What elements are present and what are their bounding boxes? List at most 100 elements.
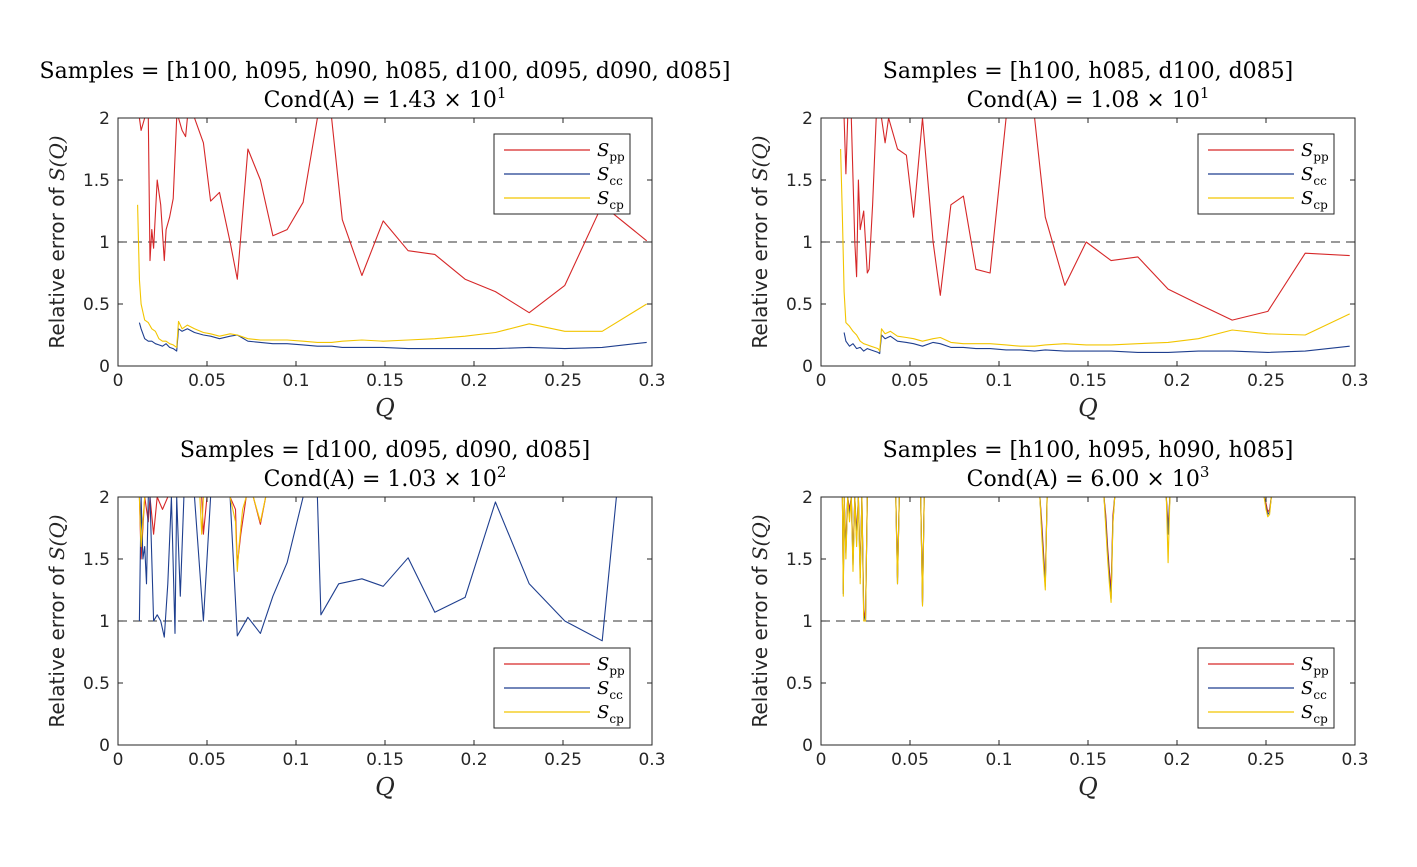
x-axis-label: Q: [1078, 773, 1098, 801]
series-group: [840, 118, 1350, 355]
x-tick-label: 0.3: [638, 750, 665, 770]
x-tick-label: 0.05: [188, 750, 226, 770]
y-tick-label: 0: [802, 357, 813, 377]
y-tick-label: 0.5: [786, 674, 813, 694]
legend-label-cp: Scp: [597, 188, 624, 212]
y-tick-label: 2: [802, 109, 813, 129]
y-tick-label: 0.5: [83, 674, 110, 694]
y-tick-label: 1: [99, 233, 110, 253]
chart-title: Samples = [d100, d095, d090, d085]: [180, 438, 590, 463]
x-tick-label: 0.1: [282, 371, 309, 391]
y-tick-label: 1: [99, 612, 110, 632]
series-group: [137, 118, 648, 352]
x-tick-label: 0.2: [460, 750, 487, 770]
y-axis-label: Relative error of S(Q): [748, 514, 772, 727]
chart-panel-3: Samples = [d100, d095, d090, d085]Cond(A…: [45, 438, 666, 801]
x-tick-label: 0.25: [1247, 371, 1285, 391]
series-line-cp: [137, 204, 647, 348]
x-tick-label: 0.15: [1069, 750, 1107, 770]
x-tick-label: 0.2: [1163, 750, 1190, 770]
y-tick-label: 0.5: [786, 295, 813, 315]
y-tick-label: 1.5: [83, 550, 110, 570]
series-group: [138, 497, 617, 642]
series-group: [841, 497, 1272, 622]
x-tick-label: 0.25: [1247, 750, 1285, 770]
legend-label-pp: Spp: [597, 654, 625, 678]
x-tick-label: 0.2: [460, 371, 487, 391]
x-tick-label: 0.25: [544, 750, 582, 770]
series-line-cc: [841, 497, 1272, 622]
y-tick-label: 1: [802, 612, 813, 632]
x-tick-label: 0.05: [891, 371, 929, 391]
chart-subtitle: Cond(A) = 1.43 × 101: [264, 84, 507, 113]
x-axis-label: Q: [375, 394, 395, 422]
y-tick-label: 2: [802, 488, 813, 508]
y-axis-label-symbol: S(Q): [45, 514, 69, 560]
y-tick-label: 0.5: [83, 295, 110, 315]
series-line-cp: [841, 497, 1272, 622]
y-axis-label-symbol: S(Q): [45, 135, 69, 181]
chart-subtitle: Cond(A) = 1.03 × 102: [264, 463, 507, 492]
chart-panel-1: Samples = [h100, h095, h090, h085, d100,…: [40, 59, 731, 422]
x-tick-label: 0: [113, 371, 124, 391]
y-tick-label: 2: [99, 488, 110, 508]
legend-label-cc: Scc: [597, 164, 623, 188]
y-tick-label: 0: [99, 736, 110, 756]
chart-subtitle: Cond(A) = 6.00 × 103: [967, 463, 1210, 492]
y-tick-label: 1: [802, 233, 813, 253]
legend-label-cp: Scp: [1301, 188, 1328, 212]
x-tick-label: 0.05: [188, 371, 226, 391]
legend-label-cp: Scp: [597, 702, 624, 726]
x-tick-label: 0.05: [891, 750, 929, 770]
series-line-pp: [841, 497, 1272, 622]
subtitle-exponent: 1: [1200, 84, 1210, 102]
chart-title: Samples = [h100, h095, h090, h085]: [883, 438, 1294, 463]
x-tick-label: 0.3: [1341, 371, 1368, 391]
series-line-cc: [138, 322, 647, 352]
x-tick-label: 0.15: [366, 371, 404, 391]
x-tick-label: 0.15: [366, 750, 404, 770]
x-tick-label: 0: [816, 371, 827, 391]
chart-title: Samples = [h100, h085, d100, d085]: [883, 59, 1294, 84]
y-tick-label: 1.5: [786, 171, 813, 191]
chart-subtitle: Cond(A) = 1.08 × 101: [967, 84, 1210, 113]
series-line-cp: [138, 497, 267, 572]
legend-label-cc: Scc: [1301, 164, 1327, 188]
x-axis-label: Q: [375, 773, 395, 801]
y-axis-label-symbol: S(Q): [748, 135, 772, 181]
y-axis-label: Relative error of S(Q): [45, 135, 69, 348]
x-tick-label: 0.1: [985, 371, 1012, 391]
y-tick-label: 1.5: [786, 550, 813, 570]
subtitle-exponent: 2: [497, 463, 507, 481]
subtitle-exponent: 3: [1200, 463, 1210, 481]
legend-label-pp: Spp: [1301, 654, 1329, 678]
x-tick-label: 0: [816, 750, 827, 770]
x-tick-label: 0.1: [282, 750, 309, 770]
chart-panel-4: Samples = [h100, h095, h090, h085]Cond(A…: [748, 438, 1369, 801]
y-tick-label: 1.5: [83, 171, 110, 191]
chart-panel-2: Samples = [h100, h085, d100, d085]Cond(A…: [748, 59, 1369, 422]
legend-label-pp: Spp: [1301, 140, 1329, 164]
y-tick-label: 2: [99, 109, 110, 129]
legend-label-cp: Scp: [1301, 702, 1328, 726]
legend-label-cc: Scc: [597, 678, 623, 702]
subtitle-exponent: 1: [497, 84, 507, 102]
legend-label-cc: Scc: [1301, 678, 1327, 702]
series-line-cc: [138, 497, 617, 642]
legend-label-pp: Spp: [597, 140, 625, 164]
y-tick-label: 0: [99, 357, 110, 377]
x-axis-label: Q: [1078, 394, 1098, 422]
x-tick-label: 0.3: [1341, 750, 1368, 770]
y-axis-label: Relative error of S(Q): [748, 135, 772, 348]
x-tick-label: 0.1: [985, 750, 1012, 770]
series-line-pp: [843, 118, 1350, 321]
x-tick-label: 0.15: [1069, 371, 1107, 391]
x-tick-label: 0: [113, 750, 124, 770]
x-tick-label: 0.2: [1163, 371, 1190, 391]
y-tick-label: 0: [802, 736, 813, 756]
x-tick-label: 0.25: [544, 371, 582, 391]
